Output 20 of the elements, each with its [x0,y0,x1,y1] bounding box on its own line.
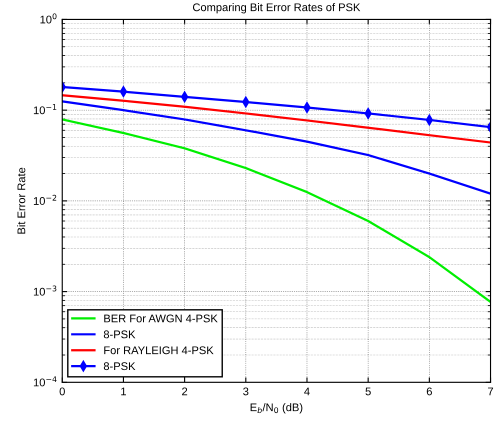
legend-label: BER For AWGN 4-PSK [104,314,218,322]
y-tick-label: 10$^{−1}$ [34,104,56,114]
x-tick-label: 2 [182,387,188,396]
legend-label: 8-PSK [104,330,136,338]
x-tick-label: 1 [121,388,126,396]
y-tick-label: 10$^{−2}$ [34,194,56,205]
x-tick-label: 0 [60,387,65,396]
x-tick-label: 6 [426,387,432,396]
legend-label: For RAYLEIGH 4-PSK [104,346,214,354]
y-tick-label: 10$^{−3}$ [34,286,56,296]
y-tick-label: 10$^{0}$ [40,13,57,24]
x-tick-label: 3 [243,387,248,396]
x-tick-label: 5 [366,388,371,396]
x-tick-label: 7 [488,388,494,396]
y-tick-label: 10$^{−4}$ [34,376,57,386]
y-axis-title: Bit Error Rate [17,168,26,234]
x-axis-title: E$_{b}$/N$_{0}$ (dB) [250,403,302,414]
chart-title: Comparing Bit Error Rates of PSK [192,3,360,14]
legend-label: 8-PSK [104,362,136,370]
x-tick-label: 4 [304,388,310,396]
